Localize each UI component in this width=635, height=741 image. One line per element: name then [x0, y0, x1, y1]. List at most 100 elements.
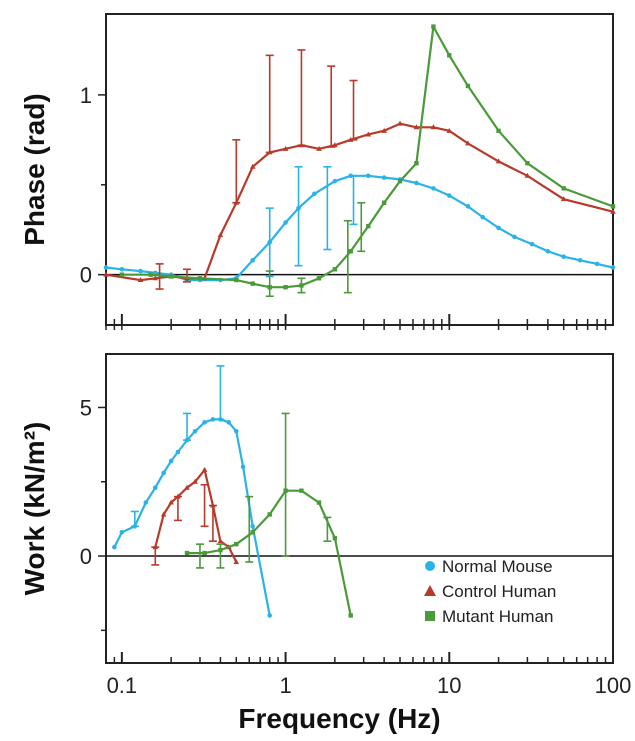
- data-point: [332, 178, 338, 184]
- data-point: [250, 257, 256, 263]
- data-point: [168, 458, 174, 464]
- data-point: [202, 550, 207, 556]
- series-line: [187, 489, 352, 616]
- data-point: [192, 478, 198, 484]
- series-normal-mouse: [112, 365, 273, 618]
- data-point: [397, 178, 403, 184]
- data-point: [160, 511, 167, 517]
- data-point: [610, 208, 616, 214]
- work-series: [112, 365, 353, 618]
- data-point: [283, 488, 288, 493]
- data-point: [465, 204, 471, 209]
- x-tick-label: 100: [595, 673, 632, 698]
- data-point: [610, 204, 616, 209]
- data-point: [465, 83, 471, 89]
- series-line: [105, 122, 614, 282]
- phase-ytick-labels: 01: [80, 83, 92, 288]
- data-point: [431, 24, 436, 29]
- series-line: [113, 418, 271, 616]
- data-point: [431, 186, 436, 191]
- x-axis-label: Frequency (Hz): [238, 703, 440, 734]
- data-point: [138, 268, 143, 274]
- data-point: [577, 257, 583, 263]
- data-point: [414, 161, 419, 166]
- phase-plot-frame: [105, 13, 614, 326]
- data-point: [381, 127, 387, 133]
- data-point: [137, 277, 144, 283]
- legend-marker-circle: [425, 561, 435, 571]
- data-point: [496, 128, 501, 134]
- data-point: [316, 276, 322, 281]
- data-point: [184, 550, 190, 556]
- data-point: [250, 281, 255, 286]
- series-line: [105, 174, 614, 282]
- data-point: [529, 241, 535, 247]
- data-point: [217, 232, 224, 238]
- work-panel: 05 0.1 1 10 100 Work (kN/m²) Frequency (Hz)…: [19, 353, 632, 734]
- data-point: [143, 500, 149, 505]
- data-point: [119, 266, 125, 272]
- legend: Normal Mouse Control Human Mutant Human: [424, 557, 556, 626]
- data-point: [282, 145, 289, 151]
- data-point: [192, 428, 198, 434]
- data-point: [366, 223, 371, 229]
- data-point: [249, 163, 256, 169]
- data-point: [234, 541, 239, 547]
- data-point: [250, 524, 256, 529]
- x-tick-label: 10: [437, 673, 461, 698]
- data-point: [267, 613, 273, 618]
- data-point: [413, 124, 420, 130]
- data-point: [594, 261, 600, 267]
- data-point: [525, 161, 530, 166]
- series-control-human: [103, 49, 616, 290]
- data-point: [381, 200, 387, 205]
- x-tick-label: 1: [279, 673, 291, 698]
- data-point: [210, 502, 216, 508]
- data-point: [152, 485, 158, 491]
- data-point: [495, 158, 502, 164]
- data-point: [175, 449, 181, 455]
- series-control-human: [151, 466, 240, 566]
- y-tick-label: 0: [80, 263, 92, 288]
- data-point: [332, 142, 338, 148]
- phase-panel: 01 Phase (rad): [19, 13, 616, 330]
- data-point: [316, 500, 322, 505]
- data-point: [201, 466, 208, 472]
- data-point: [240, 464, 246, 470]
- data-point: [267, 240, 273, 245]
- data-point: [152, 544, 159, 550]
- data-point: [545, 248, 551, 254]
- data-point: [226, 420, 232, 425]
- phase-series: [103, 24, 616, 298]
- data-point: [347, 136, 354, 142]
- data-point: [496, 225, 501, 231]
- data-point: [233, 199, 240, 205]
- data-point: [397, 120, 403, 126]
- legend-label: Normal Mouse: [442, 557, 553, 576]
- data-point: [524, 172, 531, 178]
- data-point: [446, 193, 452, 198]
- data-point: [365, 173, 371, 179]
- data-point: [112, 544, 117, 550]
- y-tick-label: 5: [80, 395, 92, 420]
- data-point: [480, 214, 486, 220]
- data-point: [218, 417, 223, 422]
- data-point: [168, 499, 174, 505]
- data-point: [210, 417, 216, 422]
- data-point: [348, 173, 354, 179]
- data-point: [299, 488, 304, 493]
- data-point: [218, 547, 223, 553]
- legend-marker-triangle: [424, 585, 436, 596]
- data-point: [430, 124, 437, 130]
- x-tick-label: 0.1: [107, 673, 138, 698]
- work-xtick-labels: 0.1 1 10 100: [107, 673, 632, 698]
- y-tick-label: 0: [80, 544, 92, 569]
- data-point: [161, 470, 166, 476]
- data-point: [132, 524, 138, 529]
- y-tick-label: 1: [80, 83, 92, 108]
- legend-marker-square: [425, 611, 435, 621]
- data-point: [610, 265, 616, 270]
- data-point: [560, 196, 567, 202]
